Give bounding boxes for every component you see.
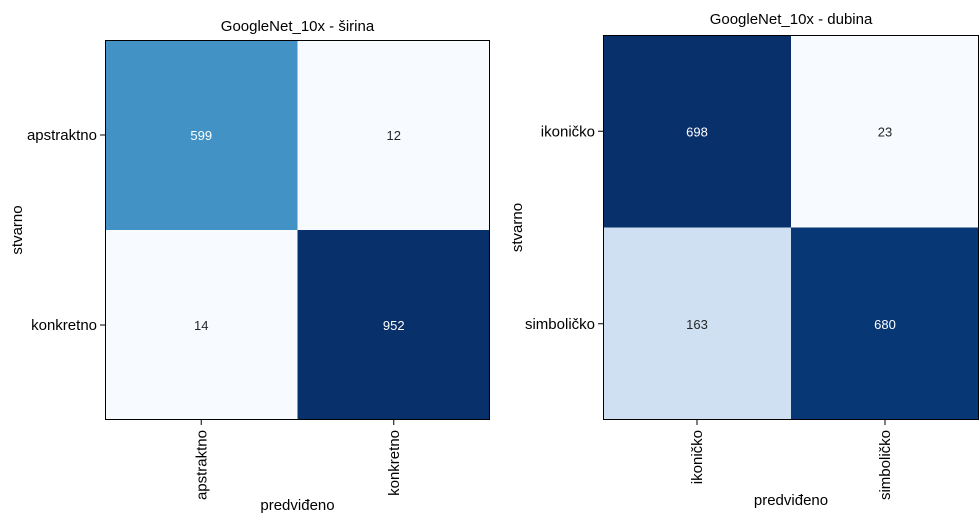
y-tick-label: konkretno [31,317,97,334]
cell-value-label: 680 [874,317,896,332]
cell-value-label: 952 [383,318,405,333]
chart-title: GoogleNet_10x - dubina [710,11,873,28]
cell-value-label: 12 [387,128,401,143]
x-tick-label: konkretno [386,430,403,496]
heatmap-cell [603,35,791,228]
cell-value-label: 14 [194,318,208,333]
cell-value-label: 23 [878,124,892,139]
y-tick-label: simboličko [525,316,595,333]
heatmap-cell [105,40,298,230]
cell-value-label: 163 [686,317,708,332]
heatmap-cell [297,230,490,420]
heatmap-cell [791,35,979,228]
x-tick-label: apstraktno [193,430,210,500]
cell-value-label: 698 [686,124,708,139]
heatmap-cell [791,227,979,420]
heatmap-cell [105,230,298,420]
heatmap-cell [603,227,791,420]
confusion-matrix-dubina: 698 23 163 680 GoogleNet_10x - dubina ikoničk… [509,11,979,509]
cell-value-label: 599 [190,128,212,143]
x-axis-label: predviđeno [260,497,334,513]
confusion-matrix-sirina: 599 12 14 952 GoogleNet_10x - širina apstrakt… [9,18,490,513]
y-axis-label: stvarno [9,205,26,254]
x-tick-label: simboličko [877,430,894,500]
heatmap-cell [297,40,490,230]
x-axis-label: predviđeno [754,492,828,509]
plot-frame [105,40,490,420]
x-tick-label: ikoničko [689,430,706,484]
y-tick-label: apstraktno [27,127,97,144]
chart-title: GoogleNet_10x - širina [221,18,375,35]
y-tick-label: ikoničko [541,123,595,140]
y-axis-label: stvarno [509,203,526,252]
